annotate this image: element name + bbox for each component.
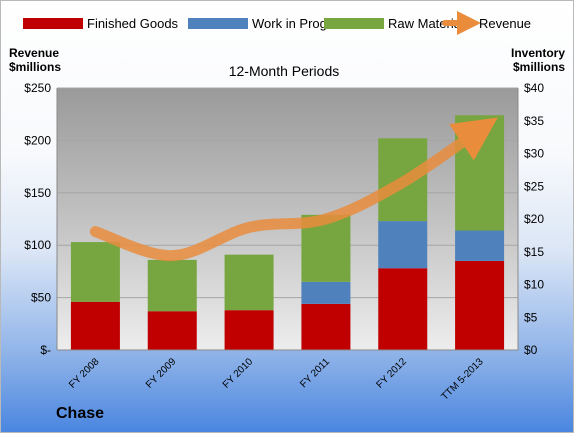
legend-swatch — [324, 18, 384, 29]
company-name: Chase — [56, 405, 105, 422]
left-tick-label: $150 — [24, 186, 51, 200]
left-tick-label: $100 — [24, 238, 51, 252]
right-tick-label: $20 — [524, 212, 544, 226]
legend-swatch — [188, 18, 248, 29]
right-tick-label: $35 — [524, 114, 544, 128]
x-tick-label: FY 2012 — [374, 356, 409, 391]
bar-segment — [301, 281, 351, 304]
left-tick-label: $- — [40, 343, 51, 357]
bar-segment — [224, 254, 274, 311]
bar-segment — [224, 310, 274, 350]
bar-segment — [147, 311, 197, 350]
left-axis-title-line1: Revenue — [9, 46, 59, 60]
legend: Finished Goods Work in Progress Raw Materi… — [23, 11, 531, 35]
left-tick-label: $250 — [24, 81, 51, 95]
bar-segment — [378, 268, 428, 350]
right-axis-title-line1: Inventory — [511, 46, 565, 60]
bar-segment — [455, 230, 505, 261]
right-tick-label: $10 — [524, 278, 544, 292]
right-tick-label: $25 — [524, 179, 544, 193]
legend-label: Raw Materials — [388, 16, 471, 31]
right-tick-label: $40 — [524, 81, 544, 95]
left-tick-label: $50 — [31, 291, 51, 305]
legend-label: Finished Goods — [87, 16, 179, 31]
x-tick-label: TTM 5-2013 — [439, 356, 486, 403]
bar-segment — [301, 303, 351, 350]
bar-segment — [147, 259, 197, 312]
x-tick-label: FY 2010 — [221, 356, 256, 391]
bar-segment — [70, 301, 120, 350]
legend-swatch — [23, 18, 83, 29]
revenue-line — [89, 117, 498, 262]
right-axis-title-line2: $millions — [513, 60, 565, 74]
bars — [70, 115, 505, 350]
left-axis-title-line2: $millions — [9, 60, 61, 74]
revenue-line-path — [89, 117, 498, 262]
x-tick-label: FY 2008 — [67, 356, 102, 391]
bar-segment — [455, 260, 505, 350]
x-tick-label: FY 2009 — [144, 356, 179, 391]
right-tick-label: $15 — [524, 245, 544, 259]
right-tick-label: $0 — [524, 343, 538, 357]
bar-segment — [378, 221, 428, 269]
chart-subtitle: 12-Month Periods — [229, 63, 340, 79]
right-tick-label: $5 — [524, 310, 538, 324]
right-tick-label: $30 — [524, 147, 544, 161]
x-tick-label: FY 2011 — [298, 356, 332, 390]
legend-label: Revenue — [479, 16, 531, 31]
left-tick-label: $200 — [24, 133, 51, 147]
bar-segment — [70, 242, 120, 302]
